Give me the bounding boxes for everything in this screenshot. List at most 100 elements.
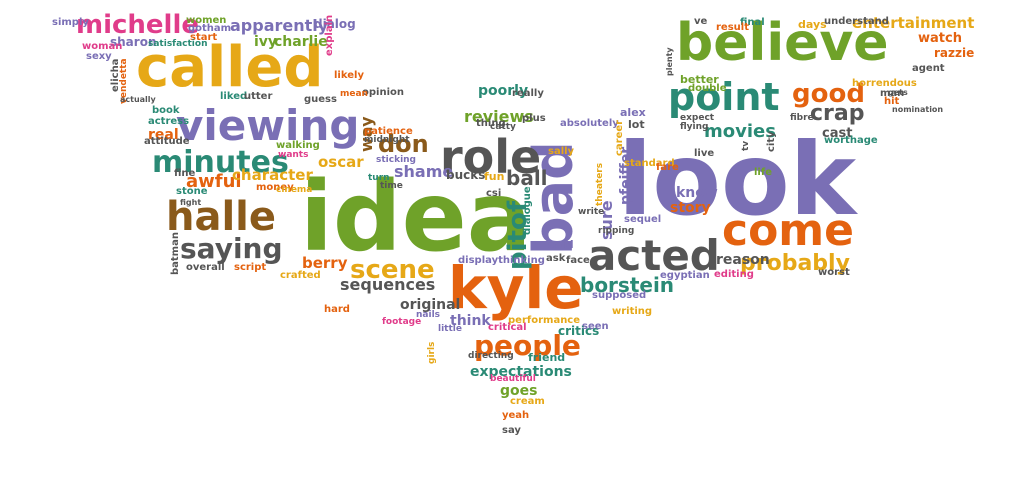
word-nails: nails: [416, 310, 440, 320]
word-critical: critical: [488, 322, 527, 333]
word-ivy: ivy: [254, 34, 277, 50]
word-utter: utter: [244, 91, 272, 102]
word-liked: liked: [220, 91, 247, 102]
word-vendetta: vendetta: [119, 58, 129, 104]
word-real: real: [148, 127, 179, 143]
word-career: career: [614, 120, 625, 156]
word-start: start: [190, 32, 217, 43]
word-fine: fine: [174, 168, 196, 179]
word-catty: catty: [490, 122, 516, 132]
word-way: way: [357, 116, 376, 152]
word-alex: alex: [620, 106, 646, 119]
word-opinion: opinion: [362, 87, 404, 98]
word-fight: fight: [180, 198, 201, 207]
word-ball: ball: [506, 166, 548, 190]
word-sexy: sexy: [86, 51, 112, 62]
word-crafted: crafted: [280, 270, 321, 281]
word-likely: likely: [334, 70, 364, 81]
word-face: face: [566, 255, 590, 266]
word-hard: hard: [324, 304, 350, 315]
word-pitof: pitof: [503, 200, 533, 270]
word-time: time: [380, 181, 403, 191]
word-worst: worst: [818, 267, 850, 278]
word-watch: watch: [918, 31, 962, 46]
word-halle: halle: [166, 194, 276, 240]
word-know: know: [676, 185, 718, 201]
word-character: character: [232, 166, 313, 184]
word-tv: tv: [741, 141, 751, 151]
word-apparently: apparently: [230, 16, 329, 35]
word-charlie: charlie: [274, 34, 328, 50]
word-man: man: [880, 88, 904, 99]
word-good: good: [792, 79, 865, 109]
word-lot: lot: [628, 118, 645, 131]
word-actually: actually: [120, 95, 157, 104]
word-idea: idea: [300, 161, 532, 273]
word-simply: simply: [52, 17, 89, 28]
word-oscar: oscar: [318, 153, 364, 171]
word-wants: wants: [278, 150, 308, 160]
word-fare: fare: [656, 162, 679, 173]
word-horrendous: horrendous: [852, 78, 917, 89]
word-theaters: theaters: [595, 163, 605, 206]
word-stone: stone: [176, 186, 208, 197]
word-cinema: cinema: [276, 185, 312, 195]
word-days: days: [798, 18, 827, 31]
word-ask: ask: [546, 253, 566, 264]
word-money: money: [256, 182, 294, 193]
word-women: women: [186, 15, 226, 26]
word-goes: goes: [500, 383, 537, 399]
word-minutes: minutes: [152, 145, 289, 180]
word-fibre: fibre: [790, 113, 814, 123]
word-sally: sally: [548, 146, 575, 157]
word-people: people: [474, 329, 581, 362]
word-absolutely: absolutely: [560, 118, 619, 129]
word-viewing: viewing: [176, 101, 359, 150]
word-acted: acted: [588, 231, 720, 280]
word-story: story: [670, 200, 711, 216]
word-agent: agent: [912, 63, 945, 74]
word-really: really: [512, 88, 544, 99]
word-csi: csi: [486, 188, 501, 199]
word-friend: friend: [528, 351, 565, 364]
word-sharon: sharon: [110, 35, 157, 49]
word-shame: shame: [394, 162, 453, 181]
word-guess: guess: [304, 94, 337, 105]
word-little: little: [438, 324, 462, 334]
word-life: life: [754, 167, 772, 178]
word-directing: directing: [468, 351, 514, 361]
word-come: come: [722, 205, 854, 256]
word-expectations: expectations: [470, 364, 572, 380]
word-entertainment: entertainment: [852, 14, 974, 32]
word-reviews: reviews: [464, 107, 534, 126]
word-fun: fun: [484, 170, 504, 183]
word-script: script: [234, 262, 266, 273]
word-flying: flying: [680, 122, 708, 132]
word-understand: understand: [824, 16, 889, 27]
word-say: say: [502, 425, 521, 436]
word-displaythinking: displaythinking: [458, 255, 545, 266]
word-critics: critics: [558, 324, 599, 338]
word-borstein: borstein: [580, 273, 674, 297]
word-beautiful: beautiful: [490, 374, 536, 384]
word-mean: mean: [340, 89, 368, 99]
word-performance: performance: [508, 315, 580, 326]
word-supposed: supposed: [592, 290, 646, 301]
word-sequel: sequel: [624, 214, 661, 225]
word-gotham: gotham: [188, 23, 231, 34]
word-cream: cream: [510, 396, 545, 407]
word-probably: probably: [740, 251, 850, 276]
word-michelle: michelle: [76, 10, 199, 40]
word-hit: hit: [884, 96, 900, 107]
word-writing: writing: [612, 306, 652, 317]
word-awful: awful: [186, 171, 242, 192]
word-plenty: plenty: [665, 47, 674, 76]
word-woman: woman: [82, 41, 122, 52]
word-midnight: midnight: [364, 135, 410, 145]
word-poorly: poorly: [478, 83, 528, 99]
word-bucks: bucks: [446, 168, 485, 182]
word-scene: scene: [350, 255, 435, 285]
word-batman: batman: [170, 232, 181, 275]
word-expect: expect: [680, 113, 715, 123]
